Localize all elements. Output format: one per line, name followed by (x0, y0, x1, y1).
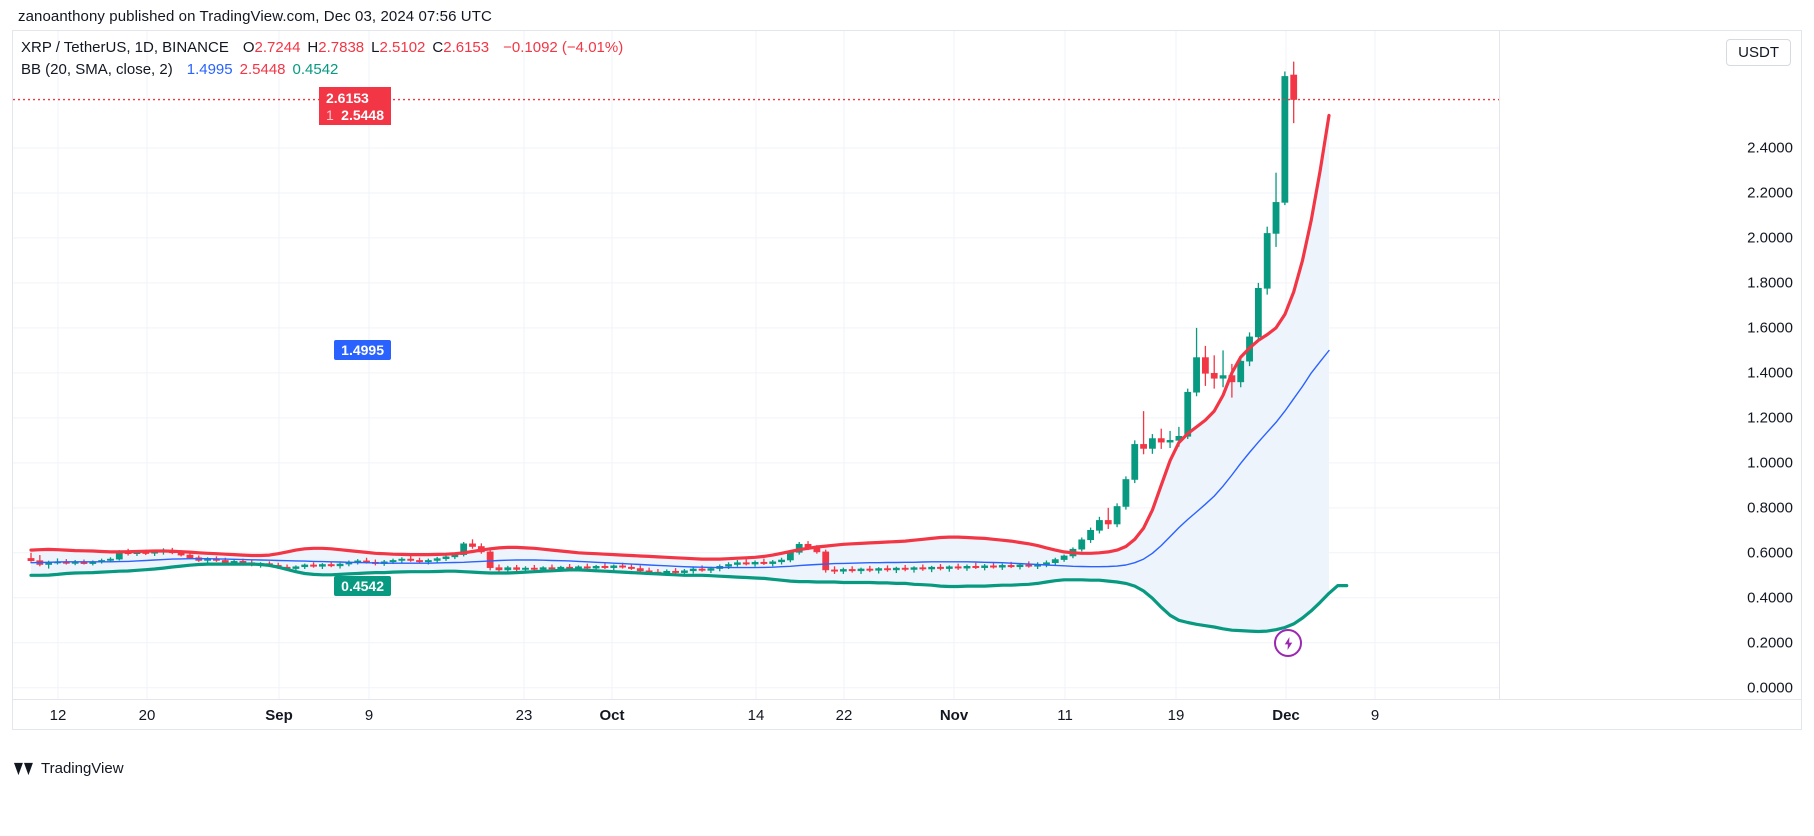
low-key: L (371, 39, 380, 56)
time-tick-label: Nov (939, 707, 969, 724)
time-tick-label: 23 (515, 707, 533, 724)
time-tick-label: 11 (1057, 707, 1073, 724)
price-tick-label: 0.0000 (1747, 679, 1793, 697)
time-tick-label: 19 (1167, 707, 1185, 724)
open-value: 2.7244 (254, 39, 301, 56)
bb-upper-line (29, 113, 1331, 561)
time-tick-label: 22 (835, 707, 853, 724)
time-tick-label: Oct (599, 707, 625, 724)
price-axis-divider (1499, 31, 1500, 699)
time-tick-label: 12 (49, 707, 67, 724)
bb-upper-value: 2.5448 (239, 61, 286, 78)
time-tick-label: Sep (265, 707, 293, 724)
price-tick-label: 0.8000 (1747, 499, 1793, 517)
tradingview-footer: TradingView (14, 760, 124, 777)
high-value: 2.7838 (318, 39, 365, 56)
price-tick-label: 1.2000 (1747, 409, 1793, 427)
close-value: 2.6153 (443, 39, 490, 56)
time-tick-label: 9 (1370, 707, 1380, 724)
close-key: C (432, 39, 444, 56)
chart-frame: XRP / TetherUS, 1D, BINANCE O2.7244 H2.783… (12, 30, 1802, 730)
price-tick-label: 0.4000 (1747, 589, 1793, 607)
currency-chip[interactable]: USDT (1726, 39, 1791, 66)
price-tick-label: 1.0000 (1747, 454, 1793, 472)
high-key: H (307, 39, 319, 56)
time-tick-label: Dec (1272, 707, 1300, 724)
bb-basis-value: 1.4995 (186, 61, 233, 78)
low-value: 2.5102 (379, 39, 426, 56)
publisher-attribution: zanoanthony published on TradingView.com… (18, 8, 492, 25)
symbol-label: XRP / TetherUS, 1D, BINANCE (21, 39, 229, 56)
price-tick-label: 1.4000 (1747, 364, 1793, 382)
bb-band-fill (31, 115, 1329, 632)
change-value: −0.1092 (−4.01%) (503, 39, 624, 56)
tradingview-logo-icon (14, 762, 33, 775)
time-tick-label: 9 (364, 707, 374, 724)
plot-area[interactable] (13, 31, 1499, 699)
legend-row-indicator[interactable]: BB (20, SMA, close, 2) 1.4995 2.5448 0.4542 (21, 59, 623, 80)
lightning-bolt-icon[interactable] (1274, 629, 1302, 657)
bb-basis-line (30, 349, 1330, 569)
tradingview-brand-label: TradingView (41, 760, 124, 777)
candlesticks (27, 61, 1298, 576)
open-key: O (242, 39, 255, 56)
price-tick-label: 2.2000 (1747, 184, 1793, 202)
price-tick-label: 0.6000 (1747, 544, 1793, 562)
chart-canvas (13, 31, 1499, 699)
time-axis-divider (13, 699, 1801, 700)
price-tick-label: 2.0000 (1747, 229, 1793, 247)
legend-row-symbol[interactable]: XRP / TetherUS, 1D, BINANCE O2.7244 H2.783… (21, 37, 623, 58)
price-tick-label: 1.6000 (1747, 319, 1793, 337)
time-tick-label: 14 (747, 707, 765, 724)
price-tick-label: 0.2000 (1747, 634, 1793, 652)
chart-legend: XRP / TetherUS, 1D, BINANCE O2.7244 H2.783… (21, 37, 623, 80)
bolt-glyph (1284, 636, 1292, 650)
price-tick-label: 2.4000 (1747, 139, 1793, 157)
time-tick-label: 20 (138, 707, 156, 724)
bb-lower-value: 0.4542 (292, 61, 339, 78)
price-tick-label: 1.8000 (1747, 274, 1793, 292)
indicator-label: BB (20, SMA, close, 2) (21, 61, 173, 78)
bb-lower-line (29, 562, 1349, 634)
